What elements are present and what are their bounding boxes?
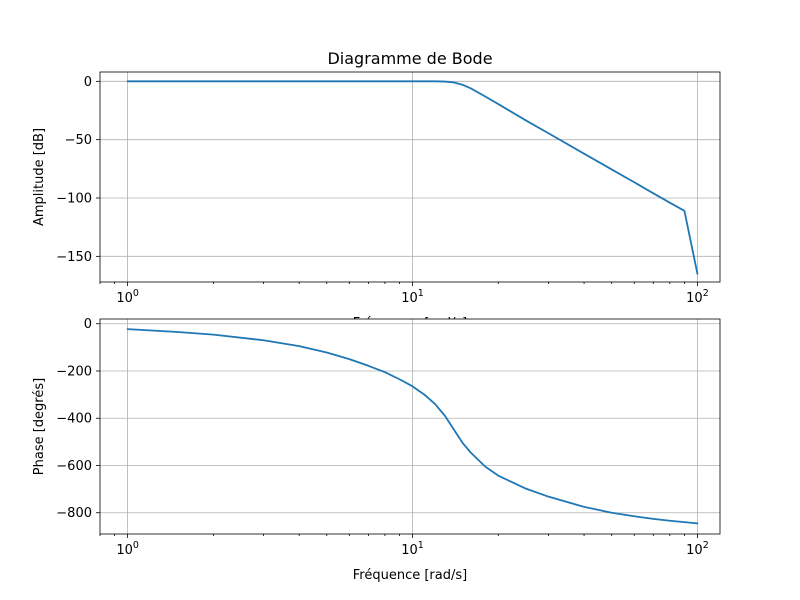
amplitude-x-tick-label: 100 bbox=[116, 288, 139, 306]
phase-y-tick-label: −600 bbox=[56, 459, 92, 474]
amplitude-y-tick-label: 0 bbox=[84, 75, 92, 90]
amplitude-y-tick-label: −50 bbox=[65, 133, 92, 148]
amplitude-series-line bbox=[126, 80, 699, 275]
phase-x-tick-label: 101 bbox=[401, 540, 424, 558]
phase-x-tick-label: 100 bbox=[116, 540, 139, 558]
phase-x-tick-label: 102 bbox=[686, 540, 709, 558]
phase-y-tick-label: −400 bbox=[56, 412, 92, 427]
amplitude-y-tick-label: −100 bbox=[56, 192, 92, 207]
phase-y-tick-label: −200 bbox=[56, 364, 92, 379]
phase-series-line bbox=[126, 328, 699, 525]
amplitude-x-tick-label: 102 bbox=[686, 288, 709, 306]
amplitude-y-tick-label: −150 bbox=[56, 250, 92, 265]
phase-axes-frame bbox=[99, 318, 721, 535]
amplitude-axes-frame bbox=[99, 71, 721, 283]
phase-panel: 100 101 102 0 −200 −400 −600 −800 Phase [degrés]… bbox=[32, 317, 721, 583]
phase-y-tick-label: −800 bbox=[56, 506, 92, 521]
amplitude-y-axis-label: Amplitude [dB] bbox=[32, 128, 47, 226]
phase-y-axis-label: Phase [degrés] bbox=[32, 378, 47, 475]
amplitude-x-tick-label: 101 bbox=[401, 288, 424, 306]
phase-axes-background bbox=[100, 319, 720, 534]
chart-title: Diagramme de Bode bbox=[327, 49, 492, 68]
phase-x-axis-label: Fréquence [rad/s] bbox=[353, 568, 467, 583]
phase-y-tick-label: 0 bbox=[84, 317, 92, 332]
